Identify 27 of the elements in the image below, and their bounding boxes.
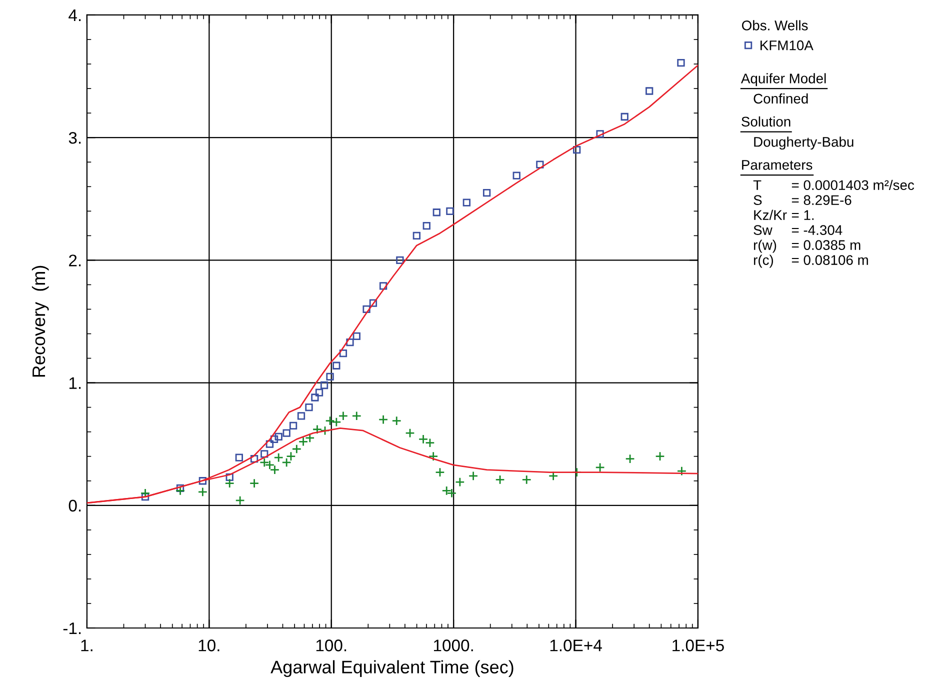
text: S = 8.29E-6 xyxy=(754,195,852,206)
x-tick-label: 1. xyxy=(81,640,92,652)
y-axis-title: Recovery (m) xyxy=(32,266,49,377)
x-axis-title: Agarwal Equivalent Time (sec) xyxy=(270,660,514,678)
legend-title: Obs. Wells xyxy=(742,20,808,30)
y-tick-label: 0. xyxy=(68,500,81,512)
text: Sw = -4.304 xyxy=(754,225,842,235)
x-tick-label: 1.0E+5 xyxy=(672,640,724,652)
y-tick-label: 4. xyxy=(68,10,81,22)
y-tick-label: 1. xyxy=(69,377,81,389)
x-tick-label: 10. xyxy=(198,640,220,652)
text: Solution xyxy=(742,116,790,127)
x-tick-label: 100. xyxy=(316,640,346,652)
text: Kz/Kr = 1. xyxy=(754,210,814,220)
text: r(c) = 0.08106 m xyxy=(754,254,868,268)
text: Parameters xyxy=(742,160,812,170)
x-tick-label: 1.0E+4 xyxy=(550,640,602,652)
y-tick-label: 3. xyxy=(68,132,81,144)
y-tick-label: -1. xyxy=(63,622,81,634)
x-tick-label: 1000. xyxy=(434,640,473,652)
y-tick-label: 2. xyxy=(69,254,81,266)
text: r(w) = 0.0385 m xyxy=(754,240,860,253)
text: Aquifer Model xyxy=(740,73,826,86)
legend-label: KFM10A xyxy=(760,40,814,50)
text: Confined xyxy=(754,93,808,104)
text: T = 0.0001403 m²/sec xyxy=(753,180,914,190)
text: Dougherty-Babu xyxy=(754,136,854,150)
